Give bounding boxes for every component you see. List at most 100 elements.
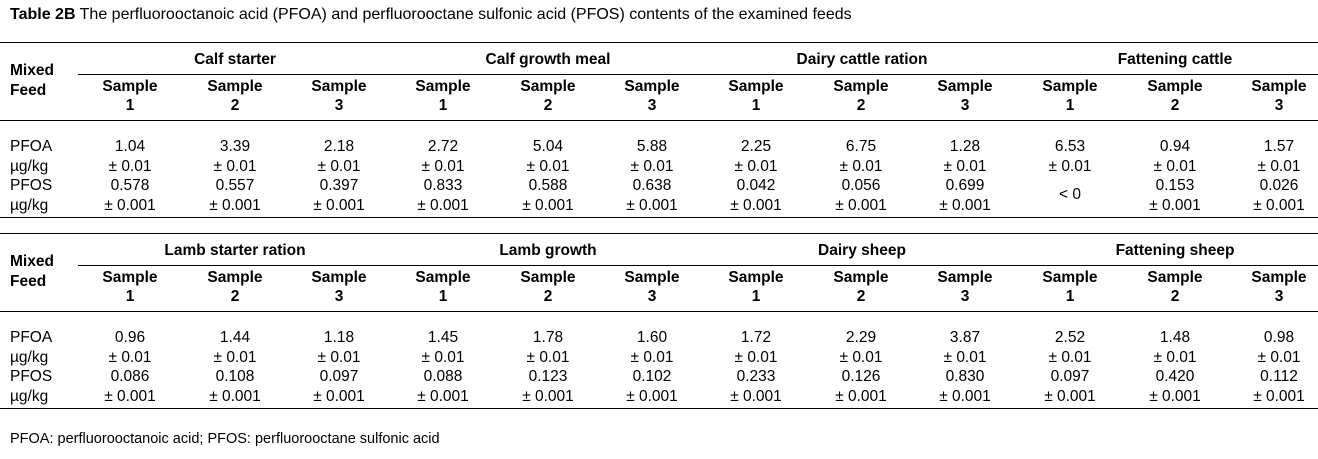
sample-header: Sample — [937, 269, 993, 286]
sample-number: 1 — [1065, 97, 1075, 114]
pfos-uncertainty: ± 0.001 — [1253, 196, 1305, 214]
group-underline — [707, 265, 1020, 266]
sample-number: 2 — [543, 288, 553, 305]
pfos-uncertainty: ± 0.001 — [417, 196, 469, 214]
sample-number: 2 — [1170, 97, 1180, 114]
group-header: Calf starter — [194, 51, 276, 68]
pfoa-uncertainty: ± 0.01 — [1257, 157, 1301, 175]
pfos-value: 0.123 — [528, 368, 568, 385]
pfos-value: 0.830 — [945, 368, 985, 385]
sample-number: 1 — [125, 97, 135, 114]
pfoa-value: 1.57 — [1263, 138, 1295, 155]
pfoa-uncertainty: ± 0.01 — [317, 348, 361, 366]
pfoa-value: 5.04 — [532, 138, 564, 155]
pfoa-value: 2.18 — [323, 138, 355, 155]
pfos-uncertainty: ± 0.001 — [626, 387, 678, 405]
sample-number: 3 — [334, 288, 344, 305]
sample-number: 1 — [1065, 288, 1075, 305]
sample-header: Sample — [520, 269, 576, 286]
sample-number: 3 — [334, 97, 344, 114]
row-label-pfoa: PFOA — [10, 138, 53, 155]
table-rule — [0, 217, 1318, 218]
sample-header: Sample — [833, 78, 889, 95]
pfoa-value: 6.75 — [845, 138, 877, 155]
sample-header: Sample — [937, 78, 993, 95]
pfos-uncertainty: ± 0.001 — [730, 387, 782, 405]
pfoa-value: 1.78 — [532, 329, 564, 346]
pfos-value: 0.557 — [215, 177, 255, 194]
pfoa-value: 2.52 — [1054, 329, 1086, 346]
pfoa-value: 1.45 — [427, 329, 459, 346]
sample-number: 1 — [125, 288, 135, 305]
sample-header: Sample — [624, 269, 680, 286]
pfos-uncertainty: ± 0.001 — [1149, 387, 1201, 405]
pfoa-value: 2.29 — [845, 329, 877, 346]
sample-number: 2 — [230, 97, 240, 114]
pfoa-uncertainty: ± 0.01 — [630, 348, 674, 366]
pfoa-uncertainty: ± 0.01 — [1048, 348, 1092, 366]
sample-number: 1 — [438, 97, 448, 114]
sample-number: 1 — [438, 288, 448, 305]
sample-header: Sample — [415, 269, 471, 286]
group-underline — [393, 265, 707, 266]
row-label-unit: µg/kg — [10, 348, 49, 366]
pfoa-value: 1.72 — [740, 329, 772, 346]
pfoa-uncertainty: ± 0.01 — [213, 157, 257, 175]
pfos-uncertainty: ± 0.001 — [730, 196, 782, 214]
row-label-pfos: PFOS — [10, 368, 53, 385]
sample-header: Sample — [520, 78, 576, 95]
pfoa-uncertainty: ± 0.01 — [421, 348, 465, 366]
sample-header: Sample — [728, 269, 784, 286]
pfoa-value: 1.44 — [219, 329, 251, 346]
sample-header: Sample — [311, 269, 367, 286]
group-header: Calf growth meal — [485, 51, 611, 68]
pfos-value: 0.699 — [945, 177, 985, 194]
pfos-uncertainty: ± 0.001 — [209, 387, 261, 405]
group-underline — [1020, 74, 1318, 75]
pfos-uncertainty: ± 0.001 — [104, 196, 156, 214]
pfoa-uncertainty: ± 0.01 — [1153, 157, 1197, 175]
pfoa-value: 0.98 — [1263, 329, 1295, 346]
pfos-value: 0.153 — [1155, 177, 1195, 194]
pfoa-value: 1.04 — [114, 138, 146, 155]
pfoa-value: 2.25 — [740, 138, 772, 155]
pfos-value: 0.102 — [632, 368, 672, 385]
group-header: Dairy cattle ration — [796, 51, 928, 68]
pfoa-value: 1.18 — [323, 329, 355, 346]
pfoa-uncertainty: ± 0.01 — [421, 157, 465, 175]
pfos-uncertainty: ± 0.001 — [835, 196, 887, 214]
pfos-value: 0.588 — [528, 177, 568, 194]
pfoa-value: 5.88 — [636, 138, 668, 155]
stub-header: Mixed Feed — [10, 61, 54, 101]
pfoa-uncertainty: ± 0.01 — [839, 157, 883, 175]
pfos-uncertainty: ± 0.001 — [522, 196, 574, 214]
pfoa-value: 3.39 — [219, 138, 251, 155]
group-underline — [707, 74, 1020, 75]
pfoa-value: 0.94 — [1159, 138, 1191, 155]
pfos-uncertainty: ± 0.001 — [104, 387, 156, 405]
row-label-pfos: PFOS — [10, 177, 53, 194]
sample-header: Sample — [1251, 269, 1307, 286]
sample-header: Sample — [207, 78, 263, 95]
sample-header: Sample — [207, 269, 263, 286]
pfos-uncertainty: ± 0.001 — [1149, 196, 1201, 214]
table-rule — [0, 120, 1318, 121]
sample-header: Sample — [624, 78, 680, 95]
pfos-value: 0.233 — [736, 368, 776, 385]
pfos-value: 0.097 — [1050, 368, 1090, 385]
pfoa-uncertainty: ± 0.01 — [734, 348, 778, 366]
pfos-uncertainty: ± 0.001 — [1253, 387, 1305, 405]
stub-header-line: Feed — [10, 82, 47, 99]
pfoa-value: 1.48 — [1159, 329, 1191, 346]
pfos-uncertainty: ± 0.001 — [626, 196, 678, 214]
pfos-value: 0.578 — [110, 177, 150, 194]
row-label-unit: µg/kg — [10, 157, 49, 175]
pfos-value: 0.108 — [215, 368, 255, 385]
pfos-uncertainty: ± 0.001 — [1044, 387, 1096, 405]
group-header: Lamb starter ration — [164, 242, 306, 259]
sample-header: Sample — [1042, 269, 1098, 286]
pfos-value: 0.638 — [632, 177, 672, 194]
pfos-value: 0.097 — [319, 368, 359, 385]
table-rule — [0, 408, 1318, 409]
pfoa-uncertainty: ± 0.01 — [526, 348, 570, 366]
